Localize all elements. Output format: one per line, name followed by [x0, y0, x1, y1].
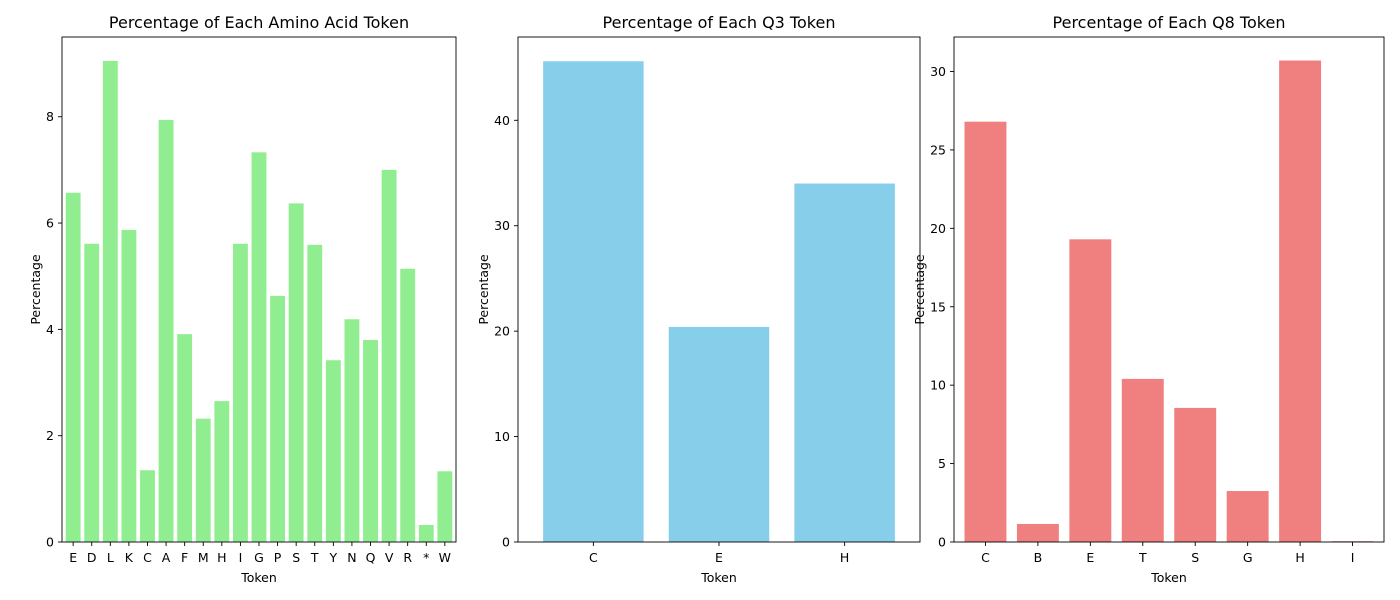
bar-M — [195, 418, 211, 542]
chart-title: Percentage of Each Q3 Token — [603, 13, 836, 32]
x-tick-label: * — [423, 550, 429, 565]
x-tick-label: S — [292, 550, 300, 565]
x-tick-label: P — [274, 550, 282, 565]
bar-A — [158, 119, 174, 543]
bar-E — [65, 192, 81, 542]
y-tick-label: 20 — [930, 221, 946, 236]
x-tick-label: B — [1034, 550, 1043, 565]
bar-W — [437, 471, 453, 542]
bar-G — [1226, 491, 1269, 542]
bar-H — [794, 183, 895, 543]
y-tick-label: 0 — [46, 535, 54, 550]
y-tick-label: 30 — [494, 218, 510, 233]
bar-P — [270, 295, 286, 542]
bar-Q — [363, 340, 378, 542]
chart-title: Percentage of Each Amino Acid Token — [109, 13, 409, 32]
y-tick-label: 20 — [494, 324, 510, 339]
bar-V — [381, 169, 397, 542]
bar-T — [1121, 378, 1164, 542]
chart-amino-acid: Percentage of Each Amino Acid Token Toke… — [28, 13, 457, 585]
x-tick-label: R — [403, 550, 412, 565]
x-tick-label: K — [125, 550, 134, 565]
y-tick-label: 0 — [938, 535, 946, 550]
x-tick-label: Y — [329, 550, 338, 565]
bar-N — [344, 319, 360, 542]
bar-R — [400, 268, 416, 542]
x-tick-label: H — [1295, 550, 1304, 565]
bar-B — [1016, 523, 1059, 542]
y-tick-label: 10 — [930, 378, 946, 393]
bar-C — [964, 121, 1007, 542]
bar-* — [418, 524, 434, 542]
x-tick-label: E — [69, 550, 77, 565]
x-tick-label: S — [1191, 550, 1199, 565]
chart-q3: Percentage of Each Q3 Token Token Percen… — [476, 13, 921, 585]
x-tick-label: F — [181, 550, 188, 565]
y-tick-label: 8 — [46, 109, 54, 124]
x-tick-label: C — [981, 550, 990, 565]
y-tick-label: 4 — [46, 322, 54, 337]
bar-H — [214, 401, 230, 542]
bar-S — [288, 203, 304, 542]
x-tick-label: I — [1351, 550, 1355, 565]
y-axis-label: Percentage — [476, 254, 491, 325]
bar-F — [177, 334, 193, 542]
y-tick-label: 5 — [938, 456, 946, 471]
x-tick-label: C — [143, 550, 152, 565]
x-tick-label: D — [87, 550, 97, 565]
bar-T — [307, 244, 323, 542]
y-tick-label: 10 — [494, 429, 510, 444]
chart-q8: Percentage of Each Q8 Token Token Percen… — [912, 13, 1385, 585]
x-tick-label: G — [1243, 550, 1253, 565]
x-axis-label: Token — [700, 570, 737, 585]
y-tick-label: 2 — [46, 428, 54, 443]
y-axis-label: Percentage — [28, 254, 43, 325]
y-tick-label: 6 — [46, 216, 54, 231]
x-tick-label: C — [589, 550, 598, 565]
bar-Y — [325, 360, 341, 542]
bar-C — [543, 61, 644, 542]
x-tick-label: L — [107, 550, 114, 565]
x-tick-label: Q — [366, 550, 376, 565]
plot-frame — [953, 36, 1385, 543]
x-tick-label: M — [198, 550, 209, 565]
x-tick-label: T — [1138, 550, 1147, 565]
chart-title: Percentage of Each Q8 Token — [1053, 13, 1286, 32]
x-tick-label: E — [1086, 550, 1094, 565]
x-tick-label: I — [239, 550, 243, 565]
y-tick-label: 0 — [502, 535, 510, 550]
x-tick-label: W — [439, 550, 451, 565]
bar-K — [121, 229, 137, 542]
y-tick-label: 30 — [930, 64, 946, 79]
y-tick-label: 40 — [494, 113, 510, 128]
x-tick-label: H — [840, 550, 849, 565]
bar-L — [102, 60, 118, 543]
bar-S — [1174, 407, 1217, 542]
bar-H — [1279, 60, 1322, 543]
y-tick-label: 25 — [930, 142, 946, 157]
y-tick-label: 15 — [930, 299, 946, 314]
bar-D — [84, 243, 100, 542]
x-tick-label: N — [347, 550, 356, 565]
bar-C — [140, 470, 155, 542]
x-axis-label: Token — [1150, 570, 1187, 585]
x-tick-label: A — [162, 550, 171, 565]
x-axis-label: Token — [240, 570, 277, 585]
x-tick-label: E — [715, 550, 723, 565]
x-tick-label: V — [385, 550, 394, 565]
bar-E — [668, 326, 770, 542]
x-tick-label: H — [217, 550, 226, 565]
bar-G — [251, 152, 267, 542]
x-tick-label: T — [310, 550, 319, 565]
bar-E — [1069, 239, 1112, 542]
y-axis-label: Percentage — [912, 254, 927, 325]
x-tick-label: G — [254, 550, 264, 565]
bar-I — [232, 243, 248, 542]
